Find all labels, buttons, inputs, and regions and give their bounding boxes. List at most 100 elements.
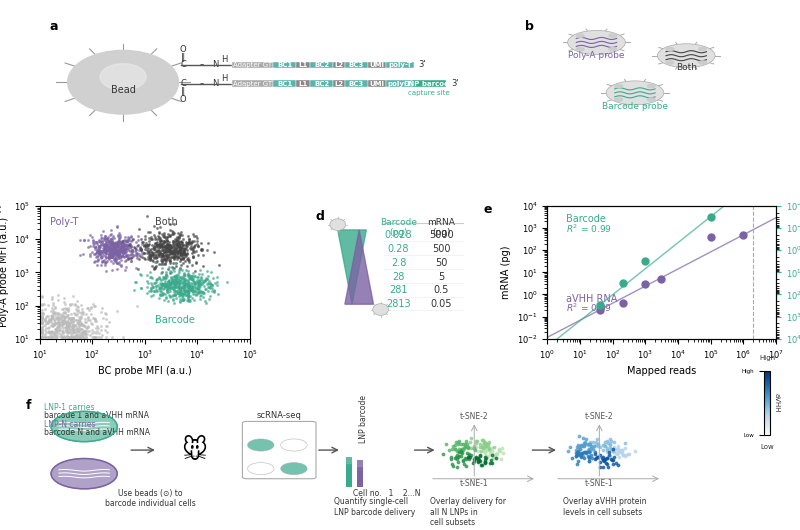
Point: [165, 284, 178, 292]
Point: [164, 269, 177, 277]
Point: [95, 237, 108, 245]
X-axis label: BC probe MFI (a.u.): BC probe MFI (a.u.): [98, 366, 192, 376]
Point: [191, 272, 204, 281]
Point: [110, 249, 123, 258]
Point: [203, 282, 216, 291]
Point: [165, 252, 178, 261]
Point: [70, 324, 82, 333]
Point: [158, 273, 170, 281]
Point: [174, 243, 187, 251]
Point: [146, 251, 159, 259]
Point: [66, 314, 78, 322]
Circle shape: [609, 48, 617, 51]
Point: [116, 239, 129, 248]
Point: [182, 289, 195, 298]
Point: [36, 318, 49, 326]
Point: [94, 237, 106, 246]
Point: [91, 247, 104, 255]
Point: [172, 268, 185, 276]
Point: [193, 269, 206, 278]
Point: [77, 250, 90, 259]
Point: [170, 253, 182, 262]
Point: [588, 448, 601, 456]
Point: [130, 252, 143, 261]
Point: [82, 323, 94, 331]
Point: [159, 244, 172, 253]
Point: [594, 443, 606, 451]
Point: [114, 242, 127, 251]
Point: [158, 254, 170, 263]
Point: [189, 279, 202, 288]
Point: [111, 241, 124, 249]
Point: [106, 245, 119, 254]
Point: [182, 282, 194, 290]
Text: ‖: ‖: [181, 87, 186, 96]
Point: [58, 313, 71, 321]
Point: [171, 279, 184, 287]
Point: [180, 250, 193, 259]
Point: [100, 253, 113, 261]
Point: [194, 279, 206, 288]
Point: [87, 302, 100, 310]
Point: [183, 282, 196, 290]
Point: [158, 281, 171, 290]
Point: [98, 232, 111, 240]
Point: [180, 291, 193, 299]
Point: [78, 327, 91, 335]
Point: [465, 444, 478, 452]
Point: [161, 285, 174, 293]
Point: [161, 280, 174, 289]
Point: [110, 250, 122, 258]
Point: [50, 326, 62, 334]
Point: [74, 301, 87, 310]
Point: [182, 296, 195, 305]
Point: [159, 252, 172, 260]
Point: [40, 319, 53, 328]
Point: [140, 242, 153, 250]
Point: [95, 304, 108, 313]
Point: [176, 249, 189, 258]
Point: [480, 438, 493, 447]
Point: [182, 283, 194, 292]
Point: [153, 247, 166, 255]
Point: [62, 319, 74, 327]
Point: [596, 440, 609, 449]
Point: [168, 276, 181, 285]
Point: [36, 319, 49, 327]
Point: [66, 322, 78, 331]
Point: [106, 246, 119, 254]
Point: [582, 448, 595, 457]
Point: [577, 448, 590, 456]
Point: [75, 331, 88, 340]
Point: [98, 236, 110, 244]
Point: [143, 254, 156, 262]
Point: [118, 243, 130, 251]
Point: [67, 321, 80, 330]
Point: [55, 321, 68, 329]
Point: [178, 284, 190, 293]
Point: [150, 258, 163, 266]
Point: [112, 251, 125, 259]
Point: [36, 322, 49, 331]
Circle shape: [576, 34, 584, 37]
Point: [120, 243, 133, 252]
Point: [108, 240, 121, 248]
Point: [109, 257, 122, 265]
Point: [70, 297, 83, 305]
Point: [110, 256, 122, 264]
Circle shape: [281, 439, 307, 451]
Point: [63, 320, 76, 328]
Point: [179, 279, 192, 287]
Point: [130, 278, 142, 287]
Point: [42, 323, 54, 332]
Point: [175, 284, 188, 292]
Point: [100, 310, 113, 318]
Point: [123, 236, 136, 244]
Point: [39, 328, 52, 337]
Point: [616, 279, 629, 287]
Point: [104, 244, 117, 252]
Point: [192, 281, 205, 290]
Point: [170, 241, 183, 250]
Point: [36, 333, 49, 341]
Point: [72, 327, 85, 335]
